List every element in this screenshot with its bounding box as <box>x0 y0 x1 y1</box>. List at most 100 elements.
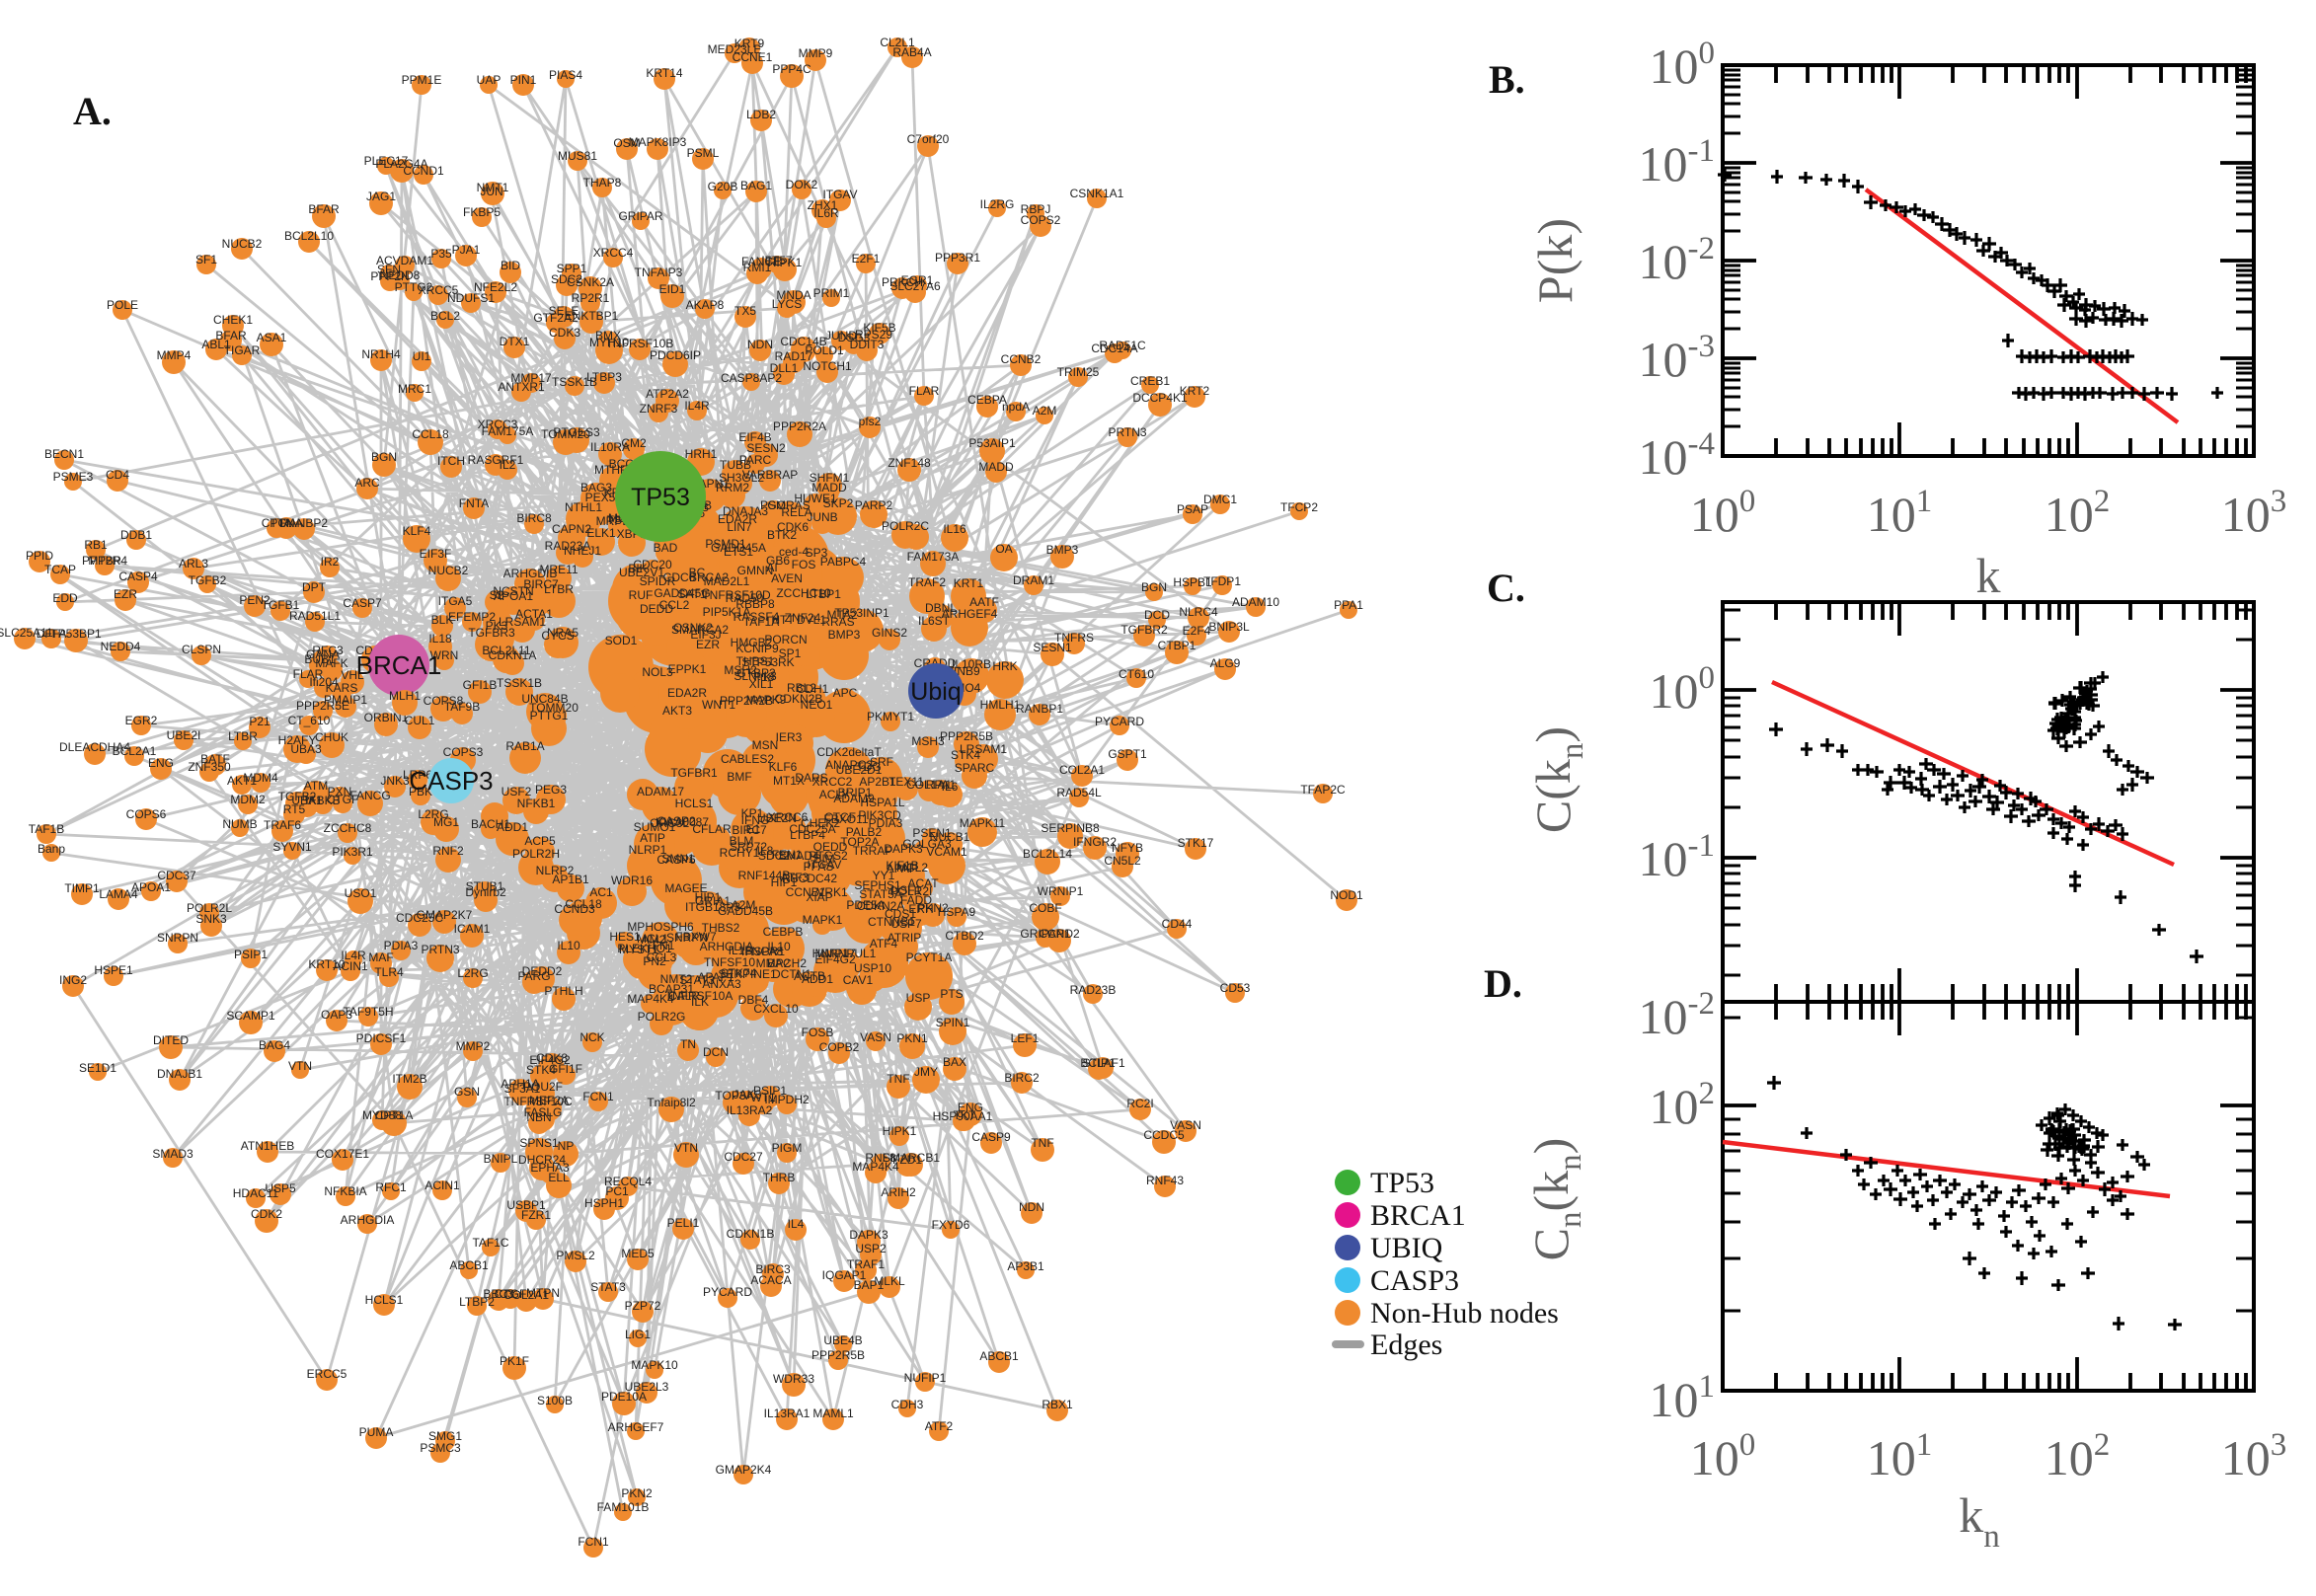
svg-text:MED5: MED5 <box>621 1247 655 1260</box>
svg-text:APH1A: APH1A <box>501 1077 539 1091</box>
svg-text:P21: P21 <box>249 715 270 728</box>
svg-text:BCL2L11: BCL2L11 <box>482 644 530 657</box>
svg-text:MSH3: MSH3 <box>911 734 945 748</box>
svg-text:ABCB1: ABCB1 <box>449 1258 489 1272</box>
svg-text:UI1: UI1 <box>413 349 431 363</box>
svg-text:TOMM20: TOMM20 <box>529 701 579 715</box>
svg-text:KRT1: KRT1 <box>954 576 984 590</box>
svg-text:STAT3: STAT3 <box>679 973 715 987</box>
svg-text:CHEK1: CHEK1 <box>213 313 253 327</box>
svg-text:PJA1: PJA1 <box>452 243 481 257</box>
svg-text:TGFBR2: TGFBR2 <box>1120 623 1168 637</box>
svg-text:USBP1: USBP1 <box>506 1198 546 1212</box>
svg-text:IER3: IER3 <box>776 730 803 744</box>
svg-text:MAPK1: MAPK1 <box>803 913 843 927</box>
svg-text:RNF2: RNF2 <box>432 844 464 858</box>
svg-text:BCL2A1: BCL2A1 <box>113 744 157 758</box>
svg-text:FBXO11: FBXO11 <box>823 812 868 826</box>
svg-text:CD44: CD44 <box>1162 917 1193 931</box>
svg-text:RPA1: RPA1 <box>926 778 957 792</box>
svg-text:CDH1: CDH1 <box>797 682 829 696</box>
svg-text:LYCS: LYCS <box>772 297 802 311</box>
svg-text:NBN: NBN <box>526 1110 551 1124</box>
svg-text:MMP9: MMP9 <box>799 46 833 60</box>
svg-text:GADD45B: GADD45B <box>718 904 773 918</box>
svg-text:DDIT3: DDIT3 <box>850 338 885 351</box>
svg-text:BRCA1: BRCA1 <box>356 650 442 680</box>
svg-text:BFAR: BFAR <box>215 329 247 342</box>
svg-text:ENKTBP1: ENKTBP1 <box>565 309 619 323</box>
svg-text:E2F1: E2F1 <box>852 252 881 266</box>
svg-text:MDM4: MDM4 <box>243 771 278 785</box>
svg-text:RELA: RELA <box>781 505 811 519</box>
svg-text:JNK3: JNK3 <box>380 774 410 788</box>
svg-text:CXCL10: CXCL10 <box>753 1002 799 1016</box>
svg-text:P35: P35 <box>430 247 452 261</box>
svg-text:JMY: JMY <box>914 1065 938 1079</box>
svg-text:C.: C. <box>1487 566 1525 610</box>
svg-text:APAF: APAF <box>887 862 916 875</box>
svg-text:YY1: YY1 <box>873 869 895 882</box>
svg-text:ANAPC2: ANAPC2 <box>825 758 873 772</box>
svg-text:npdA: npdA <box>1002 400 1030 414</box>
svg-text:ERCC5: ERCC5 <box>307 1367 347 1381</box>
svg-text:SPIDR: SPIDR <box>640 574 676 588</box>
svg-text:SFN: SFN <box>377 263 401 276</box>
svg-text:THBS2: THBS2 <box>702 921 740 935</box>
svg-text:VTN: VTN <box>674 1141 698 1155</box>
svg-text:TUBB: TUBB <box>720 458 751 472</box>
svg-text:CTGF: CTGF <box>495 1287 527 1301</box>
svg-text:FXYD6: FXYD6 <box>932 1218 970 1232</box>
svg-text:CSNK2: CSNK2 <box>673 621 713 635</box>
svg-text:MADD: MADD <box>978 460 1014 474</box>
svg-text:CSNK2A: CSNK2A <box>567 275 614 289</box>
svg-text:BIRC7: BIRC7 <box>732 823 767 837</box>
svg-text:GORAS: GORAS <box>767 498 810 512</box>
svg-text:TRAF6: TRAF6 <box>264 818 301 832</box>
svg-text:RAD17: RAD17 <box>775 349 813 363</box>
svg-text:BC: BC <box>689 566 706 579</box>
svg-text:FEN1: FEN1 <box>772 848 803 862</box>
svg-text:ING2: ING2 <box>59 973 87 987</box>
svg-text:AP1B1: AP1B1 <box>552 873 589 886</box>
svg-text:ASA1: ASA1 <box>257 331 287 344</box>
svg-text:CCNE1: CCNE1 <box>733 50 773 64</box>
svg-text:S100B: S100B <box>537 1394 573 1407</box>
svg-text:pfs2: pfs2 <box>859 415 882 428</box>
svg-text:RFC1: RFC1 <box>375 1180 407 1194</box>
svg-text:PPP2R5B: PPP2R5B <box>811 1348 865 1362</box>
svg-text:TEX11: TEX11 <box>888 775 924 789</box>
svg-text:KIF1B: KIF1B <box>886 859 918 873</box>
svg-text:TOMM20: TOMM20 <box>541 427 590 441</box>
svg-text:BMX: BMX <box>595 329 621 342</box>
svg-text:UBE2V1: UBE2V1 <box>619 566 664 579</box>
svg-text:ZNF24: ZNF24 <box>785 611 821 625</box>
svg-text:AATF: AATF <box>969 595 999 609</box>
svg-text:ERH: ERH <box>908 902 933 916</box>
svg-text:CCL18: CCL18 <box>565 897 602 911</box>
svg-text:PSIP1: PSIP1 <box>753 1084 787 1098</box>
svg-text:NLRC4: NLRC4 <box>1179 605 1218 619</box>
svg-text:CDC37: CDC37 <box>157 869 196 882</box>
svg-text:TAF1B: TAF1B <box>29 822 64 836</box>
svg-text:Non-Hub nodes: Non-Hub nodes <box>1370 1297 1559 1330</box>
svg-text:POU2F: POU2F <box>523 1080 563 1094</box>
svg-text:DAPK3: DAPK3 <box>884 842 923 856</box>
svg-text:TOP3A: TOP3A <box>715 1089 753 1102</box>
svg-text:MAPK10: MAPK10 <box>631 1358 678 1372</box>
svg-text:NDUFS1: NDUFS1 <box>447 291 495 305</box>
svg-text:CCL18: CCL18 <box>412 427 449 441</box>
svg-text:LIG1: LIG1 <box>625 1328 651 1341</box>
svg-text:RT5: RT5 <box>283 802 306 816</box>
svg-text:GFI1F: GFI1F <box>549 1062 582 1076</box>
svg-text:P(k): P(k) <box>1527 218 1583 303</box>
svg-text:CCND3: CCND3 <box>554 902 595 916</box>
svg-text:KRT9: KRT9 <box>734 37 765 50</box>
svg-text:Ubiq: Ubiq <box>910 678 961 706</box>
svg-text:NUCB1: NUCB1 <box>930 830 970 844</box>
svg-text:EZR: EZR <box>114 587 137 601</box>
svg-text:CDK6: CDK6 <box>777 520 809 534</box>
svg-text:FAM101B: FAM101B <box>597 1500 650 1514</box>
svg-text:TDG: TDG <box>856 760 881 774</box>
svg-text:RNF144B: RNF144B <box>738 869 791 882</box>
